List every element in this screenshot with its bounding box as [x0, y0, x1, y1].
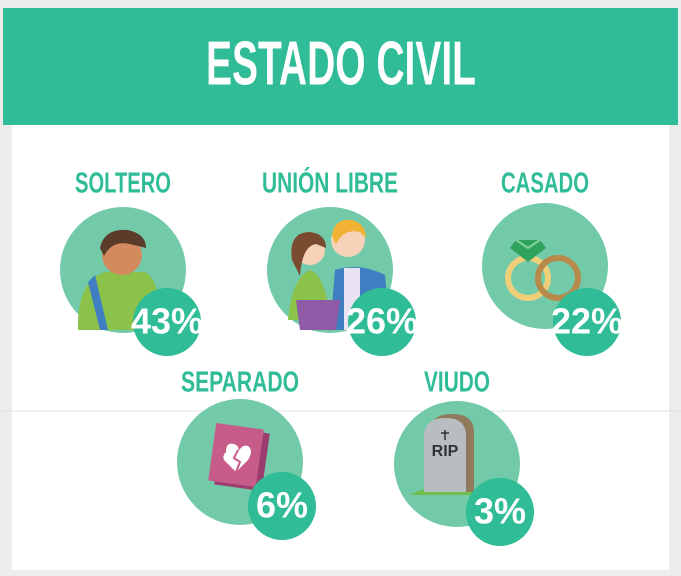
item-label: SEPARADO — [181, 367, 299, 399]
item-label: CASADO — [501, 168, 589, 200]
badge — [133, 288, 201, 356]
icon-broken-heart — [208, 422, 270, 492]
item-label: VIUDO — [424, 367, 490, 399]
item-value: 43% — [131, 301, 203, 342]
item-value: 22% — [551, 301, 623, 342]
icon-tombstone: RIP — [410, 414, 480, 495]
item-value: 26% — [346, 301, 418, 342]
item-label: UNIÓN LIBRE — [262, 166, 398, 200]
badge — [466, 478, 534, 546]
badge — [553, 288, 621, 356]
svg-text:RIP: RIP — [432, 443, 459, 460]
icon-rings — [505, 239, 581, 301]
item-value: 3% — [474, 491, 526, 532]
header-band — [3, 8, 678, 125]
title: ESTADO CIVIL — [206, 29, 476, 98]
item-label: SOLTERO — [75, 168, 171, 200]
badge — [348, 288, 416, 356]
badge — [248, 472, 316, 540]
badges: 43% 26% 22% 6% 3% — [131, 288, 623, 546]
item-value: 6% — [256, 485, 308, 526]
panel — [12, 120, 669, 570]
